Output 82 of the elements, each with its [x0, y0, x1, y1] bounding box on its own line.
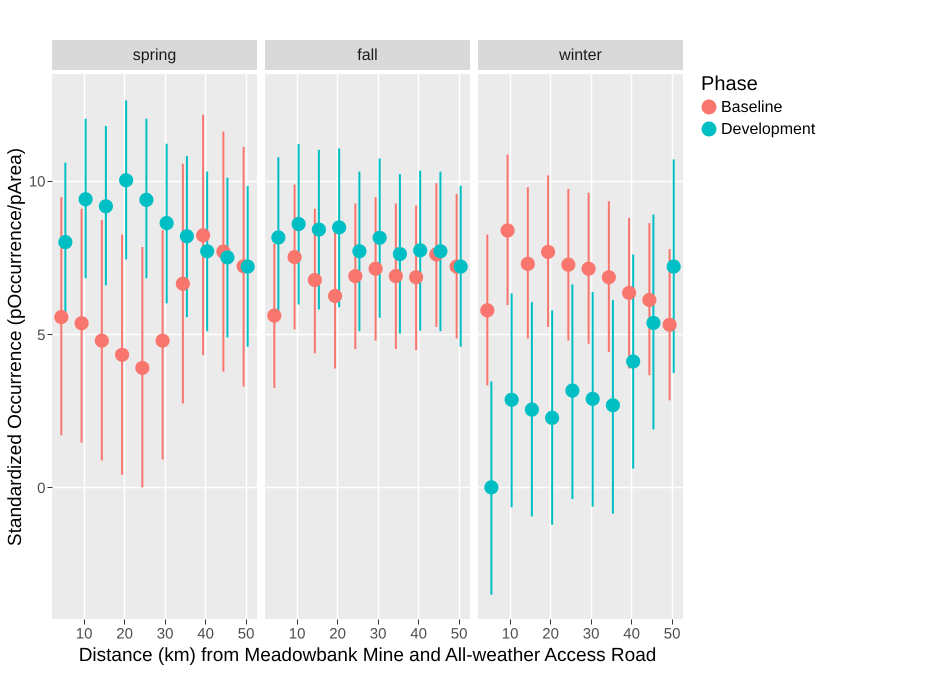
point: [500, 223, 515, 238]
x-tick-label: 10: [76, 626, 92, 642]
point: [200, 244, 214, 258]
point: [292, 216, 306, 232]
point: [139, 192, 154, 207]
point: [98, 199, 113, 214]
y-tick-label: 10: [28, 174, 46, 191]
point: [504, 392, 519, 407]
x-tick-label: 40: [410, 626, 427, 642]
point: [240, 260, 255, 274]
x-tick-label: 50: [238, 626, 254, 642]
x-tick-label: 10: [288, 626, 306, 642]
point: [288, 250, 302, 264]
point: [160, 216, 174, 230]
point: [115, 348, 130, 362]
x-tick-label: 40: [623, 626, 640, 642]
x-tick-label: 20: [542, 626, 559, 642]
point: [332, 220, 346, 234]
point: [480, 303, 494, 318]
point: [666, 260, 681, 274]
point: [524, 402, 539, 417]
point: [176, 276, 190, 291]
y-tick-label: 0: [37, 480, 46, 497]
point: [58, 235, 72, 250]
point: [622, 286, 636, 300]
point: [74, 316, 89, 330]
x-tick-label: 20: [116, 626, 133, 642]
point: [372, 230, 387, 245]
x-tick-label: 50: [664, 626, 680, 642]
point: [646, 316, 660, 330]
point: [586, 392, 600, 406]
point: [156, 334, 170, 348]
x-tick-label: 30: [370, 626, 386, 642]
point: [561, 258, 576, 272]
y-axis-title: Standardized Occurrence (pOccurrence/pArea): [4, 148, 26, 546]
point: [484, 480, 498, 494]
point: [308, 273, 322, 288]
point: [433, 244, 448, 258]
point: [196, 228, 210, 242]
point: [626, 354, 640, 369]
point: [582, 262, 596, 276]
x-axis-title: Distance (km) from Meadowbank Mine and All-weather Access Road: [78, 645, 656, 666]
point: [409, 270, 424, 284]
legend-label: Baseline: [721, 99, 782, 116]
point: [388, 269, 403, 284]
point: [392, 246, 407, 262]
point: [565, 384, 580, 398]
x-tick-label: 50: [450, 626, 468, 642]
x-tick-label: 30: [156, 626, 174, 642]
chart-title: fall: [357, 47, 378, 64]
point: [78, 192, 93, 206]
point: [662, 318, 677, 332]
point: [94, 334, 109, 348]
point: [413, 243, 428, 258]
x-tick-label: 40: [197, 626, 214, 642]
point: [352, 244, 366, 258]
chart-title: spring: [132, 47, 176, 64]
point: [328, 288, 342, 304]
point: [271, 230, 286, 245]
y-tick-label: 5: [37, 326, 46, 344]
point: [520, 256, 535, 271]
point: [180, 229, 194, 244]
point: [312, 222, 326, 237]
point: [220, 250, 234, 264]
point: [541, 244, 556, 259]
legend-label: Development: [721, 121, 816, 138]
point: [606, 398, 620, 412]
chart-title: winter: [558, 47, 603, 64]
point: [545, 410, 560, 425]
legend-title: Phase: [701, 73, 758, 95]
x-tick-label: 10: [502, 626, 518, 642]
point: [135, 360, 150, 375]
point: [54, 310, 68, 324]
point: [368, 262, 383, 276]
point: [348, 269, 362, 284]
point: [119, 173, 134, 188]
point: [602, 270, 616, 284]
point: [267, 308, 282, 323]
point: [642, 292, 656, 308]
x-tick-label: 30: [582, 626, 600, 642]
point: [454, 260, 468, 274]
x-tick-label: 20: [329, 626, 346, 642]
